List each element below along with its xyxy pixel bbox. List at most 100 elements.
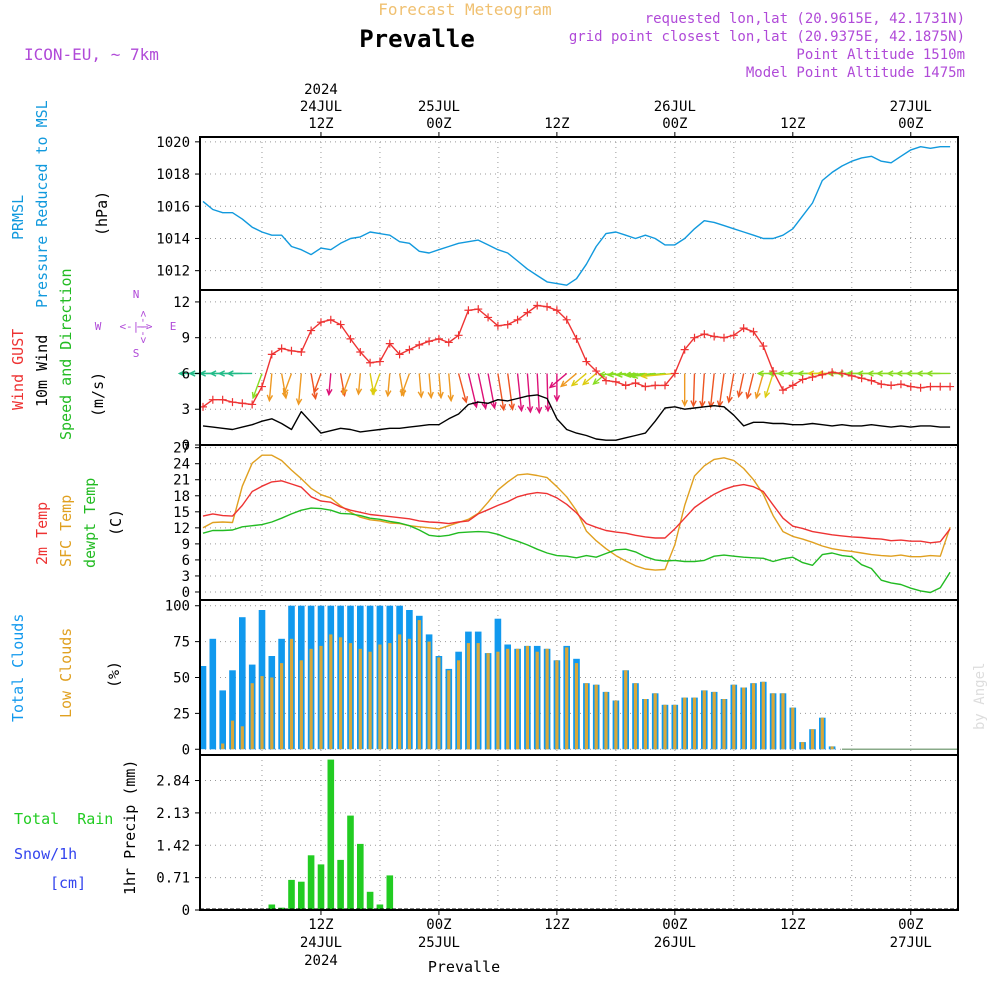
low-cloud-bar — [604, 691, 608, 750]
gust-marker — [356, 348, 365, 356]
wind-arrow-head — [690, 400, 697, 408]
gust-marker — [208, 395, 217, 404]
snow-label: Snow/1h — [14, 845, 77, 863]
wind-tick-label: 9 — [182, 331, 190, 347]
wind-direction-arrow — [640, 372, 675, 380]
gust-marker — [493, 321, 502, 330]
gust-marker — [385, 339, 394, 348]
gust-marker — [661, 381, 670, 390]
wind-arrow-head — [925, 370, 933, 377]
low-cloud-bar — [653, 693, 657, 750]
low-cloud-bar — [820, 717, 824, 750]
wind-direction-arrow — [457, 373, 469, 404]
wind-arrow-head — [570, 379, 578, 387]
low-cloud-bar — [329, 634, 333, 750]
t2m-label: 2m Temp — [33, 502, 51, 565]
gust-marker — [877, 380, 886, 389]
gust-marker — [818, 370, 827, 379]
wind-arrow-shaft — [387, 373, 391, 396]
wind-arrow-head — [581, 378, 590, 386]
wind-arrow-head — [615, 371, 623, 378]
low-cloud-bar — [781, 693, 785, 750]
pressure-tick-label: 1016 — [156, 199, 190, 215]
point-altitude: Point Altitude 1510m — [796, 47, 965, 63]
temp-tick-label: 12 — [173, 521, 190, 537]
gust-marker — [857, 374, 866, 383]
wind-arrow-head — [282, 387, 289, 396]
gust-marker — [405, 345, 414, 354]
gust-marker — [238, 399, 247, 408]
precip-tick-label: 0 — [182, 903, 190, 919]
wind-arrow-head — [544, 405, 552, 413]
wind-direction-arrow — [570, 372, 587, 387]
top-time-label: 12Z — [780, 116, 805, 132]
low-cloud-bar — [230, 720, 235, 750]
low-cloud-bar — [535, 651, 539, 750]
gust-marker — [700, 330, 709, 339]
sfc-temp-line — [202, 454, 951, 571]
wind-direction-arrow — [266, 373, 274, 403]
wind-direction-arrow — [507, 373, 515, 412]
wind-direction-arrow — [417, 373, 425, 399]
wind-direction-arrow — [754, 373, 764, 400]
gust-marker — [277, 344, 286, 353]
wind-direction-arrow — [553, 373, 561, 403]
compass-w: W — [95, 320, 102, 333]
wind-direction-arrow — [592, 372, 607, 386]
precip-bar — [357, 843, 364, 910]
chart-title: Prevalle — [359, 25, 475, 53]
top-time-label: 27JUL — [890, 99, 932, 115]
low-cloud-bar — [289, 638, 294, 750]
gust-marker — [513, 315, 522, 324]
low-cloud-bar — [221, 743, 225, 750]
pressure-tick-label: 1018 — [156, 167, 190, 183]
gust-marker — [484, 313, 493, 322]
wind-arrow-shaft — [516, 373, 523, 411]
wind-arrow-shaft — [764, 373, 774, 398]
wind-arrow-shaft — [280, 373, 287, 399]
wind-direction-arrow — [516, 373, 525, 413]
wind-arrow-shaft — [400, 373, 411, 396]
pressure-tick-label: 1020 — [156, 135, 190, 151]
wind-arrow-shaft — [546, 373, 549, 411]
wind-direction-arrow — [544, 373, 552, 413]
low-cloud-bar — [643, 699, 647, 750]
clouds-tick-label: 50 — [173, 671, 190, 687]
total-cloud-bar — [219, 690, 226, 750]
low-cloud-bar — [761, 681, 765, 750]
gust-marker — [592, 367, 601, 376]
wind-arrow-head — [905, 370, 913, 377]
low-cloud-bar — [673, 704, 677, 750]
temp-tick-label: 27 — [173, 441, 190, 457]
wind-arrow-shaft — [328, 373, 332, 395]
gust-marker — [375, 357, 384, 366]
wind-arrow-head — [209, 370, 217, 377]
wind-arrow-head — [745, 392, 752, 400]
low-cloud-bar — [791, 707, 795, 750]
wind-arrow-head — [326, 388, 333, 397]
low-cloud-bar — [594, 684, 598, 750]
wind-arrow-shaft — [755, 373, 764, 399]
gust-marker — [307, 326, 316, 335]
wind10m-label: 10m Wind — [33, 335, 51, 407]
clouds-unit-label: (%) — [105, 661, 123, 688]
pressure-panel-frame — [199, 136, 959, 291]
bottom-time-label: 00Z — [662, 917, 687, 933]
top-time-label: 26JUL — [654, 99, 696, 115]
precip-bar — [376, 904, 384, 910]
low-cloud-bar — [565, 647, 569, 750]
snow-unit-label: [cm] — [50, 874, 86, 892]
wind-arrow-head — [385, 389, 392, 398]
gust-marker — [562, 315, 571, 324]
wind-arrow-head — [295, 398, 303, 406]
wind-arrow-head — [606, 371, 615, 378]
temp-panel-frame — [199, 444, 959, 601]
gust-marker — [641, 382, 650, 391]
temp-tick-label: 6 — [182, 553, 190, 569]
wind-unit-label: (m/s) — [89, 372, 107, 417]
low-cloud-bar — [584, 683, 588, 750]
wind-direction-arrow — [427, 373, 434, 400]
precip-tick-label: 2.13 — [156, 806, 190, 822]
wind-arrow-head — [766, 370, 775, 377]
wind-direction-arrow — [326, 373, 333, 397]
